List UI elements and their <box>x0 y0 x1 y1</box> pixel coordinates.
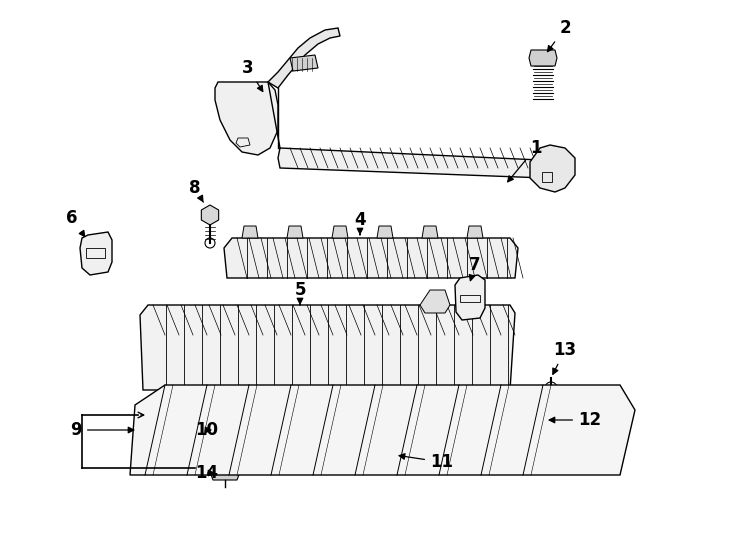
Polygon shape <box>455 275 485 320</box>
Polygon shape <box>242 226 258 238</box>
Text: 2: 2 <box>548 19 571 52</box>
Polygon shape <box>140 305 515 390</box>
Polygon shape <box>529 50 557 66</box>
Polygon shape <box>422 226 438 238</box>
Polygon shape <box>224 238 518 278</box>
Text: 6: 6 <box>66 209 84 237</box>
Text: 8: 8 <box>189 179 203 202</box>
Text: 1: 1 <box>508 139 542 182</box>
Polygon shape <box>278 148 545 178</box>
Polygon shape <box>201 205 219 225</box>
Text: 12: 12 <box>549 411 601 429</box>
Polygon shape <box>420 290 450 313</box>
Polygon shape <box>80 232 112 275</box>
Text: 10: 10 <box>195 421 218 439</box>
Text: 7: 7 <box>469 256 481 281</box>
Text: 4: 4 <box>355 211 366 235</box>
Text: 14: 14 <box>195 464 218 482</box>
Polygon shape <box>268 28 340 88</box>
Polygon shape <box>290 55 318 71</box>
Polygon shape <box>377 226 393 238</box>
Text: 9: 9 <box>70 421 134 439</box>
Polygon shape <box>210 464 240 480</box>
Text: 5: 5 <box>294 281 306 305</box>
Polygon shape <box>382 446 402 454</box>
Polygon shape <box>224 407 240 415</box>
Polygon shape <box>530 145 575 192</box>
Text: 13: 13 <box>553 341 577 374</box>
Circle shape <box>226 434 238 446</box>
Text: 11: 11 <box>399 453 453 471</box>
Polygon shape <box>535 398 551 406</box>
Polygon shape <box>467 226 483 238</box>
Circle shape <box>537 422 549 434</box>
Text: 3: 3 <box>242 59 263 91</box>
Polygon shape <box>130 385 635 475</box>
Polygon shape <box>215 82 278 155</box>
Polygon shape <box>287 226 303 238</box>
Polygon shape <box>332 226 348 238</box>
